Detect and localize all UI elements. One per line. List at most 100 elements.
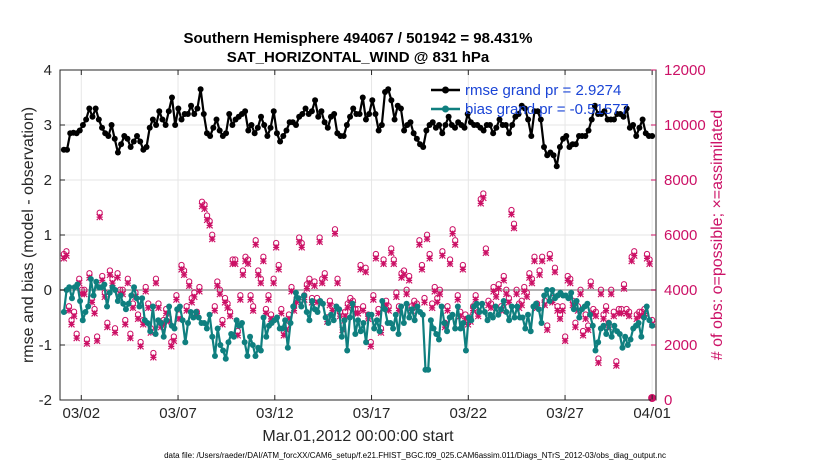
bias-point (241, 339, 248, 346)
bias-point (214, 325, 221, 332)
rmse-point (242, 108, 249, 115)
bias-point (481, 309, 488, 315)
rmse-point (200, 111, 207, 117)
rmse-point (521, 105, 528, 112)
obs-assimilated-marker (451, 241, 459, 249)
bias-point (230, 333, 237, 340)
obs-assimilated-marker (390, 260, 398, 268)
rmse-point (502, 122, 509, 128)
bias-point (403, 300, 410, 307)
rmse-point (343, 122, 350, 128)
bias-point (322, 314, 329, 321)
bias-point (595, 339, 602, 346)
rmse-point (191, 111, 198, 117)
rmse-point (165, 108, 172, 115)
obs-assimilated-marker (208, 235, 216, 243)
obs-assimilated-marker (438, 252, 446, 260)
bias-point (114, 298, 121, 304)
y-left-tick-label: 0 (44, 282, 52, 299)
obs-assimilated-marker (68, 320, 75, 328)
bias-point (541, 292, 548, 299)
rmse-point (207, 133, 214, 139)
bias-point (373, 317, 380, 324)
rmse-point (623, 105, 630, 112)
bias-point (85, 303, 92, 310)
obs-assimilated-marker (474, 312, 482, 320)
obs-assimilated-marker (415, 241, 423, 249)
bias-point (144, 320, 151, 326)
bias-point (408, 306, 415, 313)
bias-point (233, 317, 240, 324)
bias-point (193, 309, 200, 315)
rmse-point (490, 130, 497, 137)
rmse-point (137, 138, 144, 145)
rmse-point (451, 124, 458, 131)
obs-assimilated-marker (91, 309, 98, 317)
obs-assimilated-marker (65, 307, 73, 315)
bias-point (627, 336, 634, 343)
rmse-point (245, 127, 252, 134)
bias-point (290, 303, 297, 310)
bias-point (622, 333, 629, 340)
bias-point (535, 306, 542, 313)
bias-point (589, 322, 596, 329)
bias-point (120, 300, 127, 307)
obs-assimilated-marker (400, 271, 408, 279)
obs-assimilated-marker (597, 290, 605, 298)
obs-assimilated-marker (456, 312, 464, 320)
bias-point (454, 303, 461, 310)
obs-assimilated-marker (594, 359, 602, 367)
obs-assimilated-marker (531, 257, 538, 265)
bias-point (462, 347, 469, 354)
obs-assimilated-marker (454, 296, 462, 304)
rmse-point (86, 105, 93, 112)
bias-point (371, 325, 378, 332)
obs-assimilated-marker (152, 279, 160, 287)
rmse-point (105, 133, 112, 139)
obs-assimilated-marker (270, 279, 278, 287)
obs-assimilated-marker (344, 304, 352, 312)
rmse-point (267, 124, 274, 131)
bias-point (292, 289, 299, 296)
bias-point (106, 289, 113, 296)
obs-assimilated-marker (303, 285, 311, 293)
obs-assimilated-marker (487, 304, 495, 312)
obs-assimilated-marker (571, 323, 579, 331)
bias-point (211, 353, 218, 359)
rmse-point (563, 133, 570, 139)
obs-assimilated-marker (201, 205, 208, 213)
rmse-point (188, 102, 195, 109)
obs-assimilated-marker (359, 307, 367, 315)
obs-assimilated-marker (541, 301, 549, 309)
bias-point (546, 298, 553, 304)
bias-point (603, 331, 610, 337)
bias-point (77, 298, 84, 304)
bias-point (257, 347, 264, 354)
rmse-point (273, 130, 280, 137)
rmse-point (582, 133, 589, 139)
rmse-point (445, 113, 452, 120)
rmse-point (429, 119, 436, 126)
bias-point (592, 347, 599, 354)
obs-assimilated-marker (73, 334, 81, 342)
rmse-point (114, 149, 121, 156)
bias-point (195, 314, 202, 321)
rmse-point (315, 113, 322, 120)
rmse-point (556, 144, 563, 150)
bias-point (427, 317, 434, 324)
obs-assimilated-marker (252, 241, 260, 249)
obs-assimilated-marker (183, 307, 191, 315)
bias-point (570, 306, 577, 313)
obs-assimilated-marker (380, 260, 388, 268)
obs-assimilated-marker (362, 268, 370, 276)
obs-assimilated-marker (421, 298, 428, 306)
y-left-tick-label: -2 (39, 392, 52, 409)
bias-point (406, 314, 413, 321)
bias-point (519, 314, 526, 321)
bias-point (314, 309, 321, 315)
bias-point (398, 303, 405, 310)
obs-assimilated-marker (313, 298, 321, 306)
bias-point (112, 287, 119, 293)
bias-point (641, 314, 648, 321)
bias-point (133, 295, 140, 302)
